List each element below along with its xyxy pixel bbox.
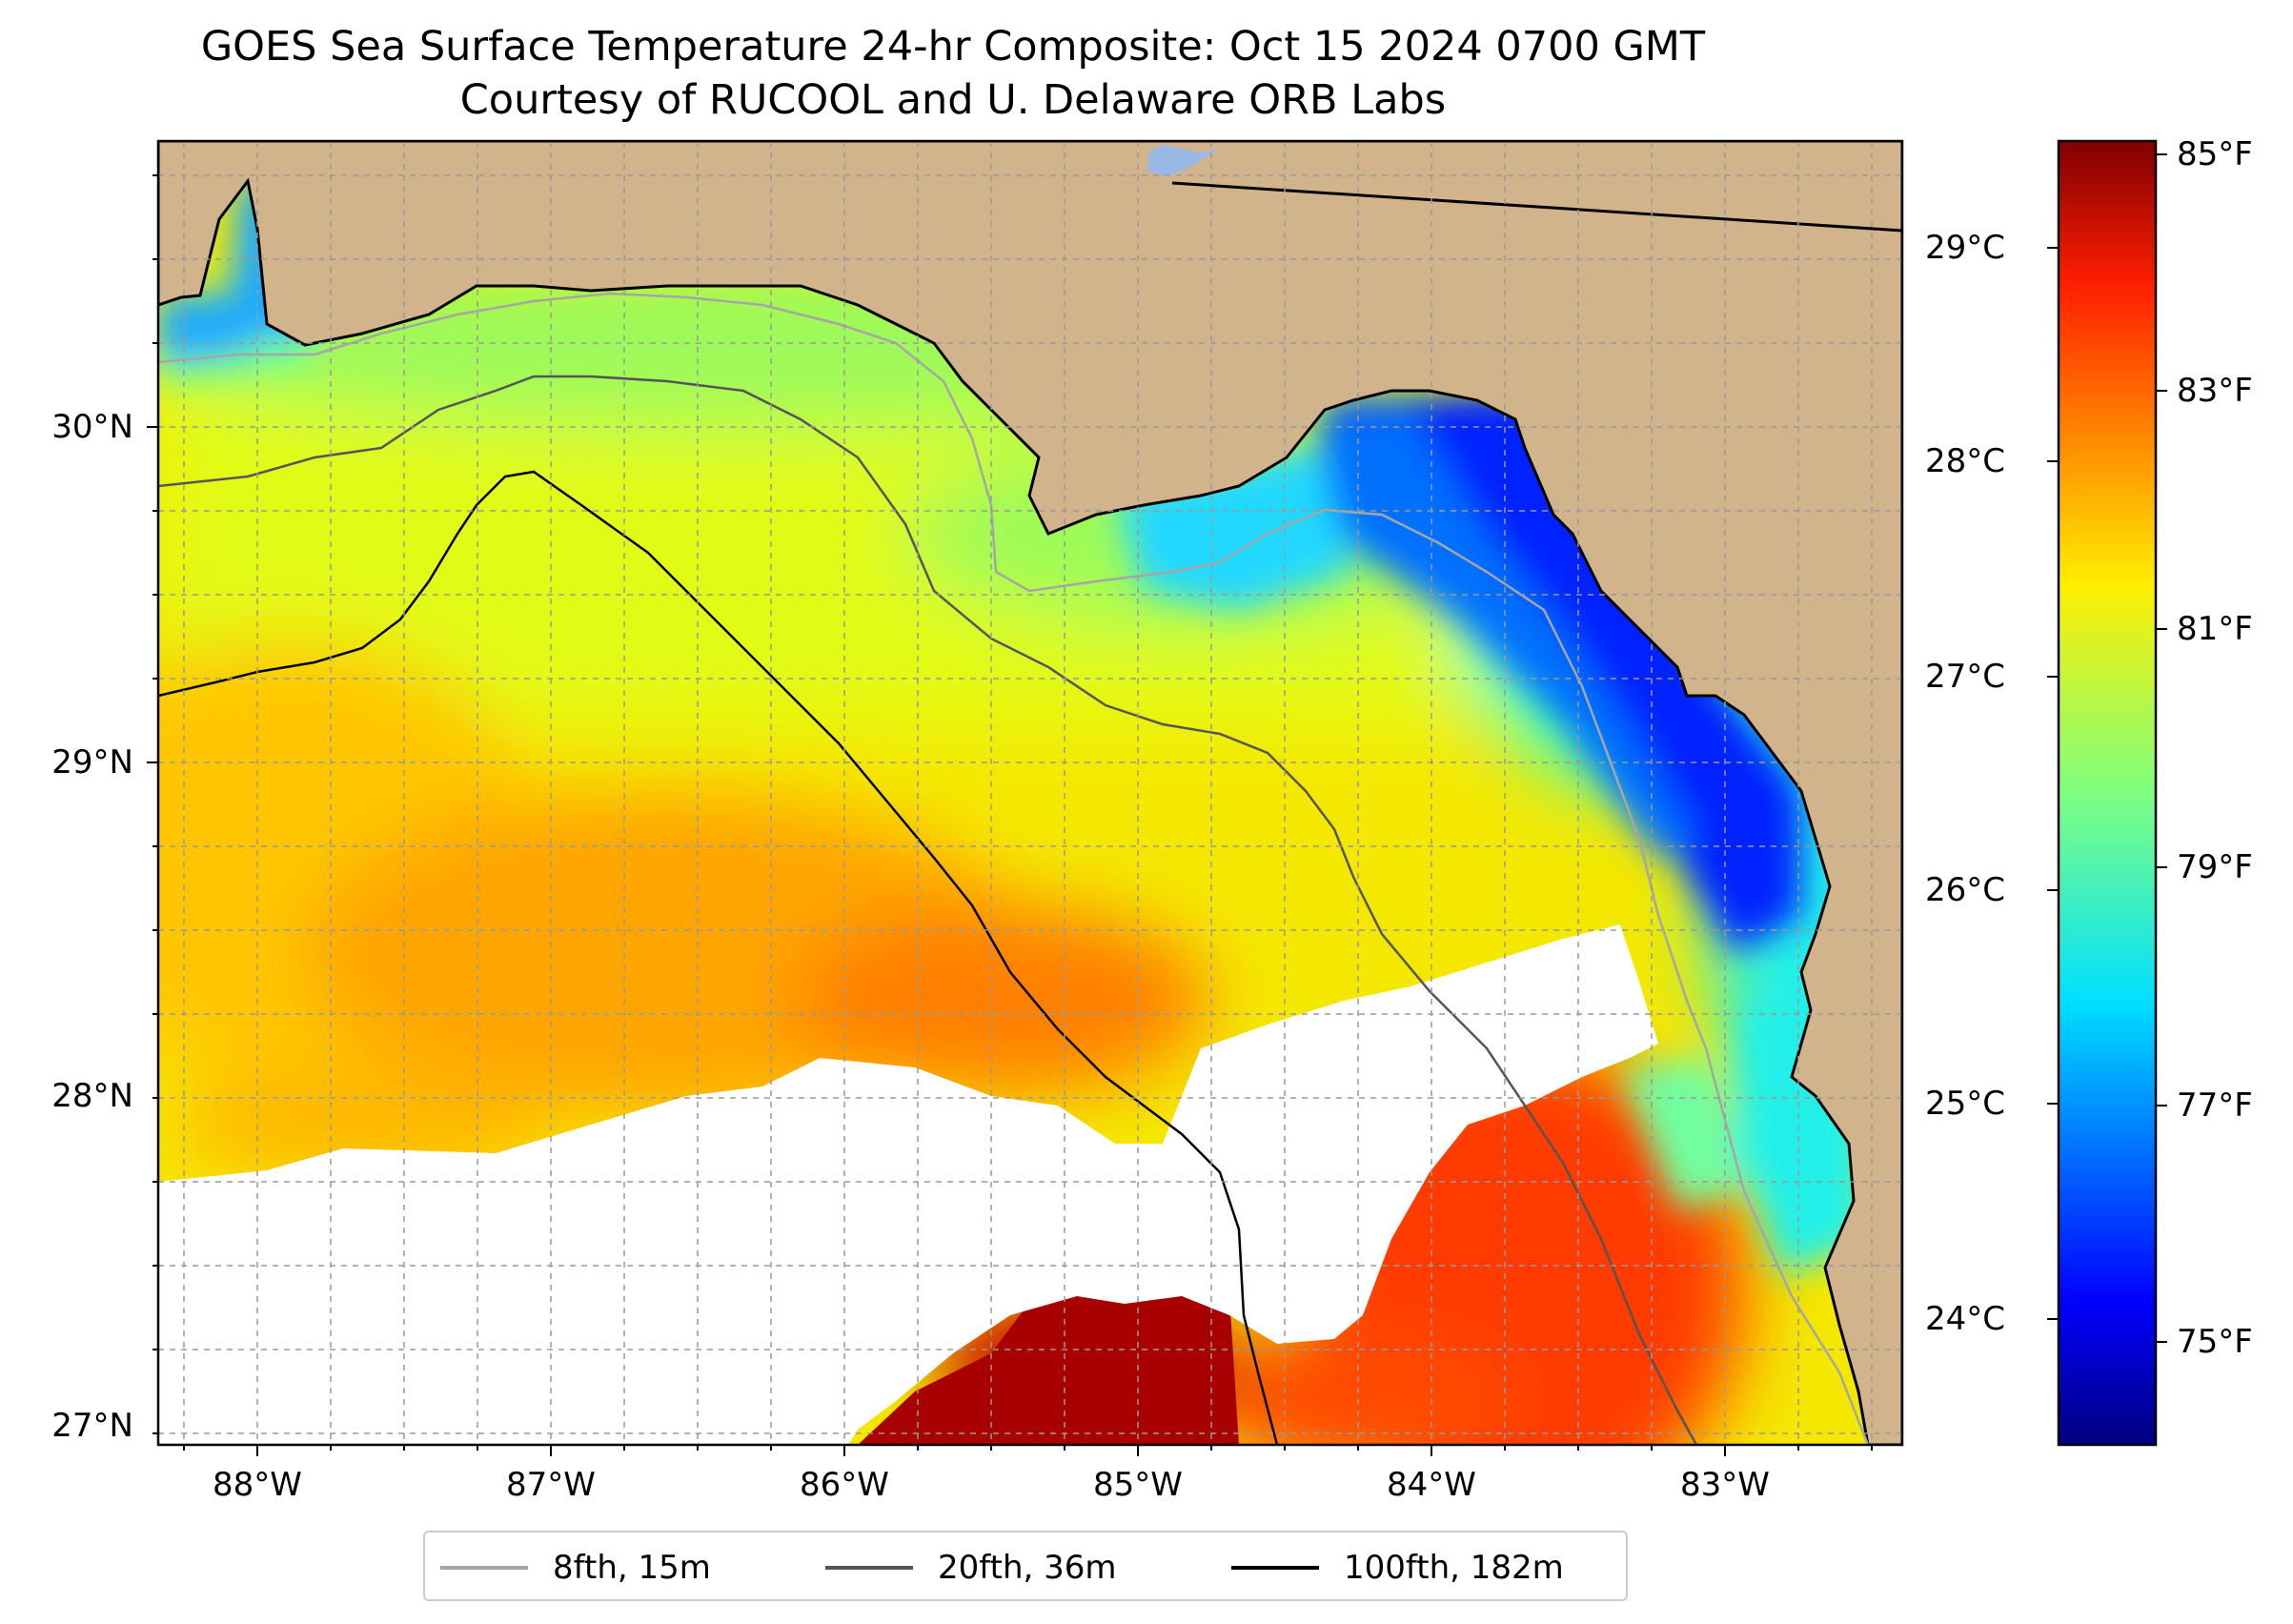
fahrenheit-tick-label: 81°F [2177,610,2253,648]
isobath-100fth [158,470,1279,1445]
lon-tick-label: 86°W [800,1466,889,1504]
legend-label: 8fth, 15m [553,1549,711,1587]
celsius-tick-label: 29°C [1925,229,2006,267]
lat-tick-label: 29°N [51,743,133,782]
legend-line-8fth [440,1566,528,1570]
map-area [158,141,1902,1445]
legend-line-100fth [1231,1566,1319,1570]
isobath-lines [158,292,1870,1445]
legend: 8fth, 15m 20fth, 36m 100fth, 182m [423,1531,1628,1601]
fahrenheit-tick-label: 77°F [2177,1086,2253,1125]
no-data-region [158,924,1658,1445]
lat-tick-label: 28°N [51,1077,133,1115]
legend-label: 20fth, 36m [938,1549,1117,1587]
state-boundary [1171,181,1902,233]
fahrenheit-tick-label: 79°F [2177,848,2253,886]
fahrenheit-tick-label: 85°F [2177,135,2253,173]
lat-tick-label: 30°N [51,408,133,446]
isobath-20fth [158,375,1698,1445]
legend-item-20fth: 20fth, 36m [825,1533,1117,1603]
cold-shelf-water [158,181,1868,1277]
celsius-tick-label: 27°C [1925,658,2006,696]
colorbar-ticks [2047,153,2167,1343]
colorbar [2057,139,2158,1447]
gridlines [158,141,1902,1445]
map-title: GOES Sea Surface Temperature 24-hr Compo… [200,23,1706,71]
lon-tick-label: 83°W [1680,1466,1770,1504]
lake [1148,145,1220,176]
lon-tick-label: 88°W [213,1466,302,1504]
lon-tick-label: 87°W [506,1466,596,1504]
legend-line-20fth [825,1566,913,1570]
legend-item-8fth: 8fth, 15m [440,1533,711,1603]
land [158,141,1902,1445]
map-frame [156,139,1904,1447]
celsius-tick-label: 26°C [1925,871,2006,909]
fahrenheit-tick-label: 75°F [2177,1323,2253,1361]
map-subtitle: Courtesy of RUCOOL and U. Delaware ORB L… [459,76,1447,124]
fahrenheit-tick-label: 83°F [2177,372,2253,410]
isobath-8fth [158,292,1870,1445]
legend-item-100fth: 100fth, 182m [1231,1533,1564,1603]
map-ticks [147,174,1873,1456]
lat-tick-label: 27°N [51,1407,133,1445]
warm-core [858,1277,1239,1445]
legend-label: 100fth, 182m [1344,1549,1564,1587]
celsius-tick-label: 25°C [1925,1085,2006,1123]
lon-tick-label: 85°W [1093,1466,1183,1504]
lon-tick-label: 84°W [1387,1466,1476,1504]
celsius-tick-label: 28°C [1925,442,2006,480]
celsius-tick-label: 24°C [1925,1300,2006,1338]
